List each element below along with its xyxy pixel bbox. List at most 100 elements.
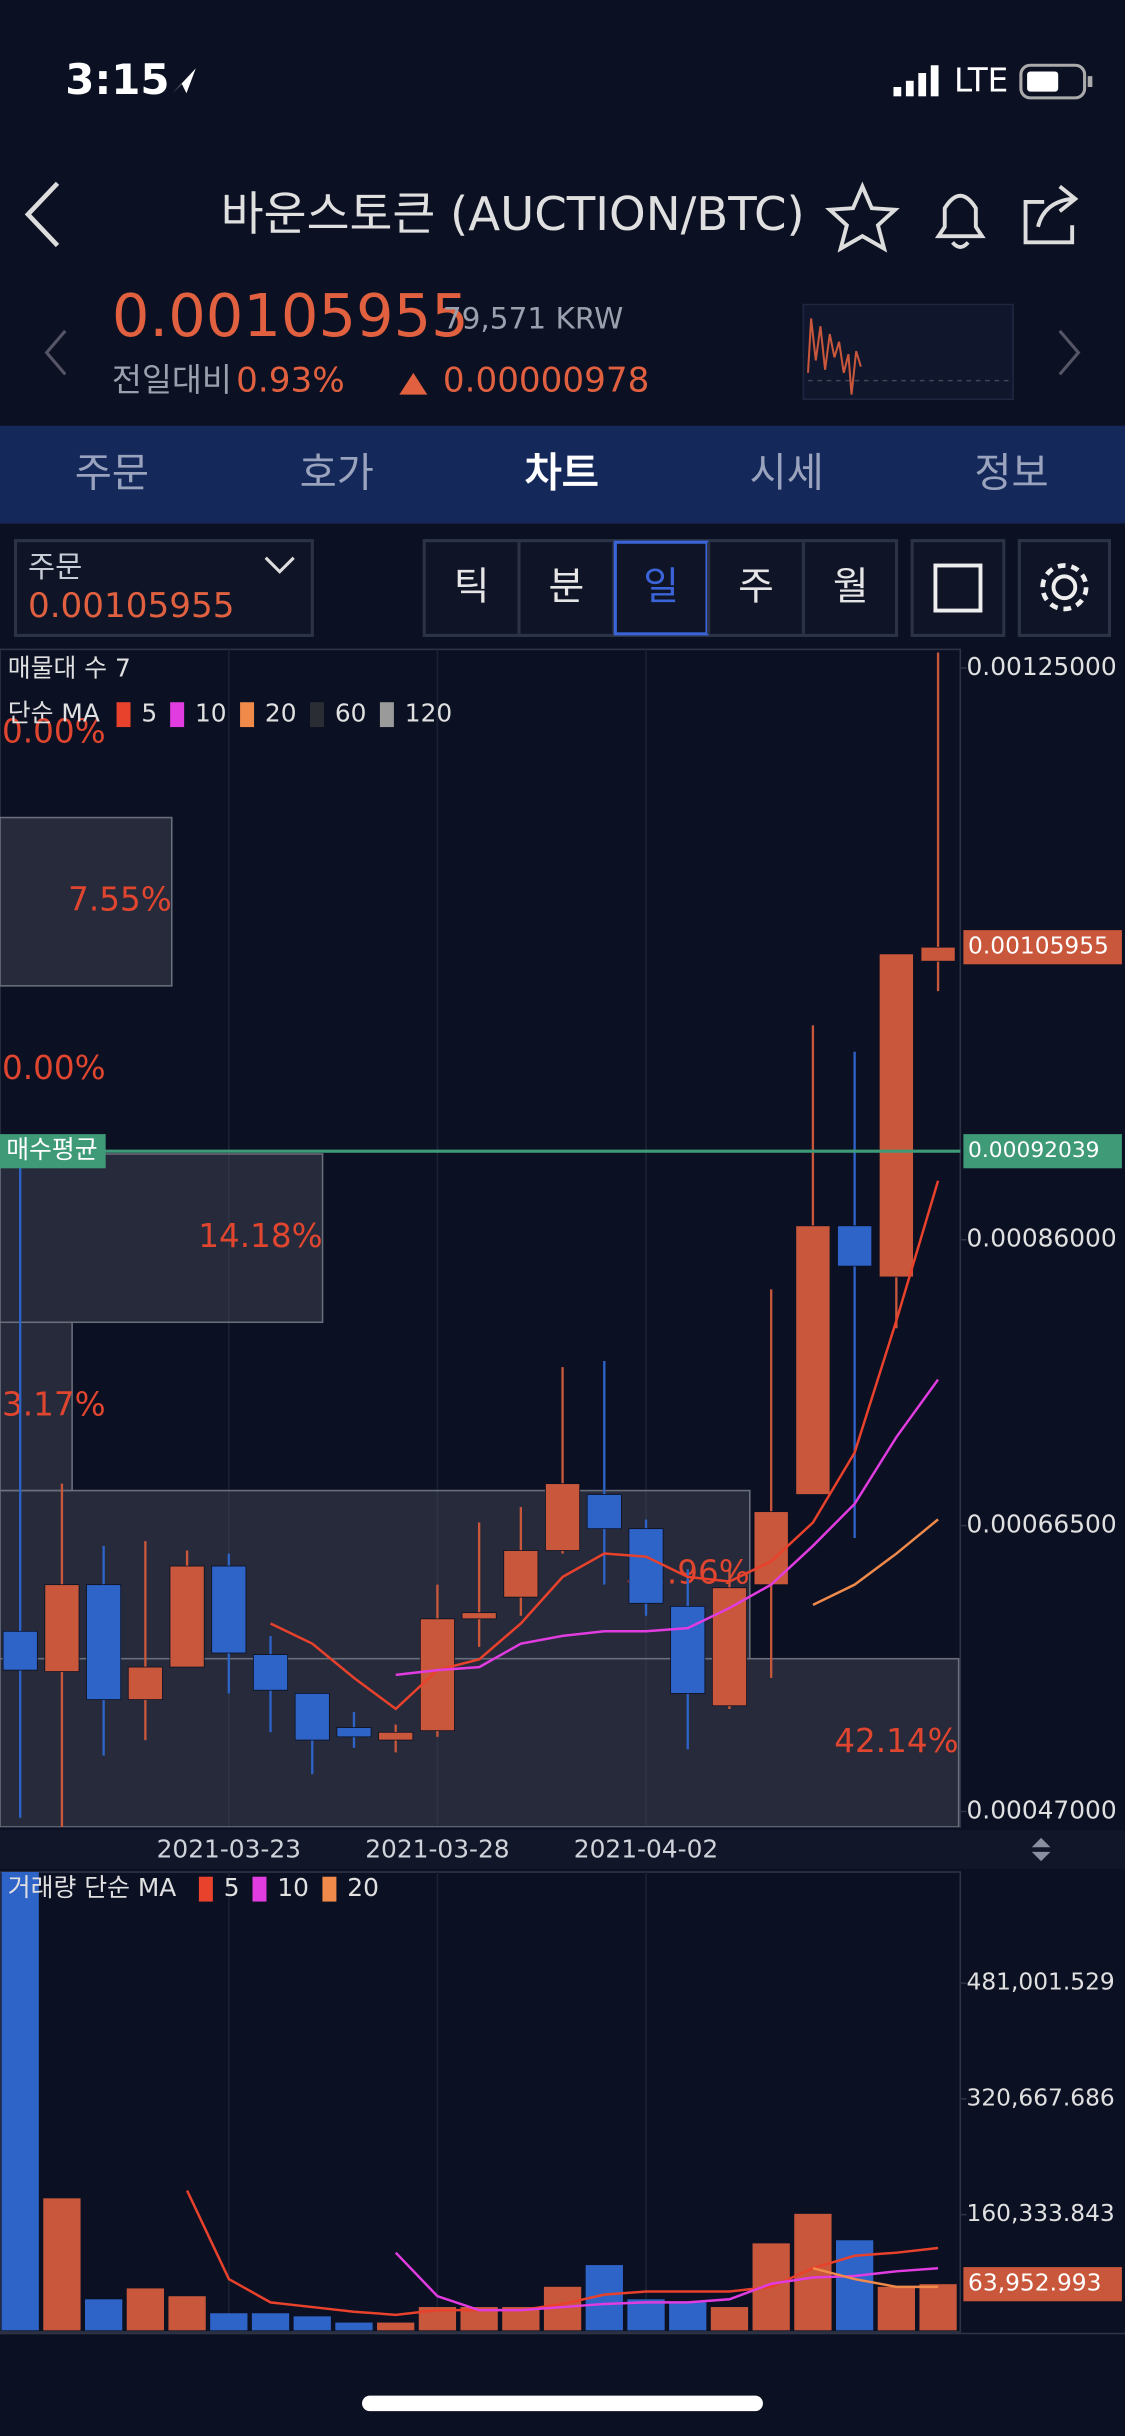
candle-body	[920, 946, 956, 962]
share-button[interactable]	[1023, 184, 1079, 245]
profile-label: 3.17%	[2, 1385, 106, 1423]
y-tick-label: 320,667.686	[967, 2084, 1115, 2111]
y-tick-label: 160,333.843	[967, 2200, 1115, 2227]
candle-body	[837, 1225, 873, 1267]
mini-chart-frame	[802, 303, 1014, 401]
candle-body	[378, 1731, 414, 1741]
avg-buy-price: 0.00092039	[968, 1138, 1099, 1163]
avg-buy-tag	[0, 1134, 106, 1169]
prev-button[interactable]	[44, 329, 67, 376]
profile-label: 14.18%	[198, 1217, 322, 1255]
ma-line	[269, 1180, 940, 1711]
tab[interactable]: 주문	[75, 449, 149, 496]
candle-body	[127, 1666, 163, 1700]
tab[interactable]: 호가	[300, 449, 374, 496]
candle-body	[44, 1584, 80, 1672]
date-axis-band	[0, 1830, 1125, 1869]
settings-button[interactable]	[1017, 539, 1112, 637]
legend-swatch	[170, 702, 185, 728]
legend-swatch	[309, 702, 324, 728]
y-tick-label: 0.00125000	[967, 652, 1117, 681]
up-arrow	[399, 372, 428, 395]
resize-handle[interactable]	[1031, 1837, 1051, 1862]
candle-body	[628, 1528, 664, 1604]
candle-body	[336, 1727, 372, 1738]
order-box-price: 0.00105955	[28, 586, 235, 626]
ma-line	[395, 1378, 940, 1677]
profile-title: 매물대 수 7	[8, 654, 131, 683]
battery-icon	[1019, 63, 1087, 100]
candle-body	[253, 1654, 289, 1691]
period-label: 주	[738, 564, 774, 609]
candle-body	[86, 1584, 122, 1700]
profile-bar	[0, 1153, 324, 1324]
volume-value-label: 63,952.993	[968, 2270, 1101, 2297]
x-tick-label: 2021-04-02	[574, 1834, 718, 1863]
current-price-tag	[963, 930, 1122, 965]
volume-bar	[669, 2302, 707, 2331]
battery-tip	[1087, 76, 1093, 87]
volume-bars	[1, 1872, 957, 2331]
tab[interactable]: 시세	[749, 449, 823, 496]
candle-body	[586, 1494, 622, 1530]
period-button[interactable]	[613, 540, 709, 636]
tab-bar	[0, 425, 1125, 524]
candle-body	[545, 1483, 581, 1551]
candles	[2, 652, 956, 1827]
volume-bar	[43, 2198, 81, 2331]
volume-bar	[84, 2299, 123, 2331]
candle-body	[169, 1565, 205, 1668]
network-label: LTE	[954, 61, 1008, 99]
tab[interactable]: 정보	[974, 449, 1048, 496]
legend-swatch	[379, 702, 394, 728]
order-box[interactable]	[13, 539, 314, 637]
legend-swatch	[240, 702, 255, 728]
candle-body	[503, 1550, 539, 1598]
legend-swatch	[322, 1876, 337, 1902]
battery-level	[1027, 71, 1059, 92]
y-tick-label: 0.00047000	[967, 1795, 1117, 1824]
next-button[interactable]	[1058, 329, 1081, 376]
volume-bar	[168, 2296, 206, 2331]
legend-label: 20	[347, 1873, 379, 1902]
candle-body	[211, 1565, 247, 1654]
period-label: 틱	[454, 564, 490, 609]
legend-swatch	[116, 702, 131, 728]
legend-label: 5	[224, 1873, 240, 1902]
tab[interactable]: 차트	[525, 449, 599, 496]
candle-body	[670, 1605, 706, 1694]
favorite-button[interactable]	[825, 181, 900, 253]
candle-body	[294, 1693, 330, 1741]
period-label: 월	[833, 564, 869, 609]
krw-price: 79,571 KRW	[443, 302, 624, 336]
home-indicator	[362, 2395, 763, 2412]
candle-body	[461, 1612, 497, 1620]
signal-icon	[893, 65, 939, 97]
change-amount: 0.00000978	[443, 361, 650, 401]
x-tick-label: 2021-03-23	[157, 1834, 301, 1863]
volume-bar	[293, 2316, 331, 2331]
candle-body	[711, 1587, 747, 1707]
avg-buy-price-tag	[963, 1134, 1122, 1169]
volume-bar	[627, 2299, 665, 2331]
legend-label: 5	[141, 699, 157, 728]
volume-bar	[377, 2322, 415, 2331]
drawing-button[interactable]	[910, 539, 1006, 637]
drawing-icon	[933, 563, 983, 613]
volume-bar	[502, 2307, 540, 2331]
legend-label: 10	[195, 699, 227, 728]
profile-label: 0.00%	[2, 1049, 106, 1087]
volume-bar	[877, 2286, 915, 2331]
ma-line	[812, 1518, 939, 1606]
legend-swatch	[198, 1876, 213, 1902]
candle-body	[2, 1630, 38, 1671]
alert-button[interactable]	[934, 193, 986, 249]
volume-bar	[460, 2307, 498, 2331]
volume-bar	[210, 2313, 248, 2331]
back-button[interactable]	[24, 181, 60, 248]
volume-bar	[919, 2284, 957, 2331]
volume-bar	[418, 2307, 457, 2331]
order-box-dropdown	[264, 556, 295, 574]
